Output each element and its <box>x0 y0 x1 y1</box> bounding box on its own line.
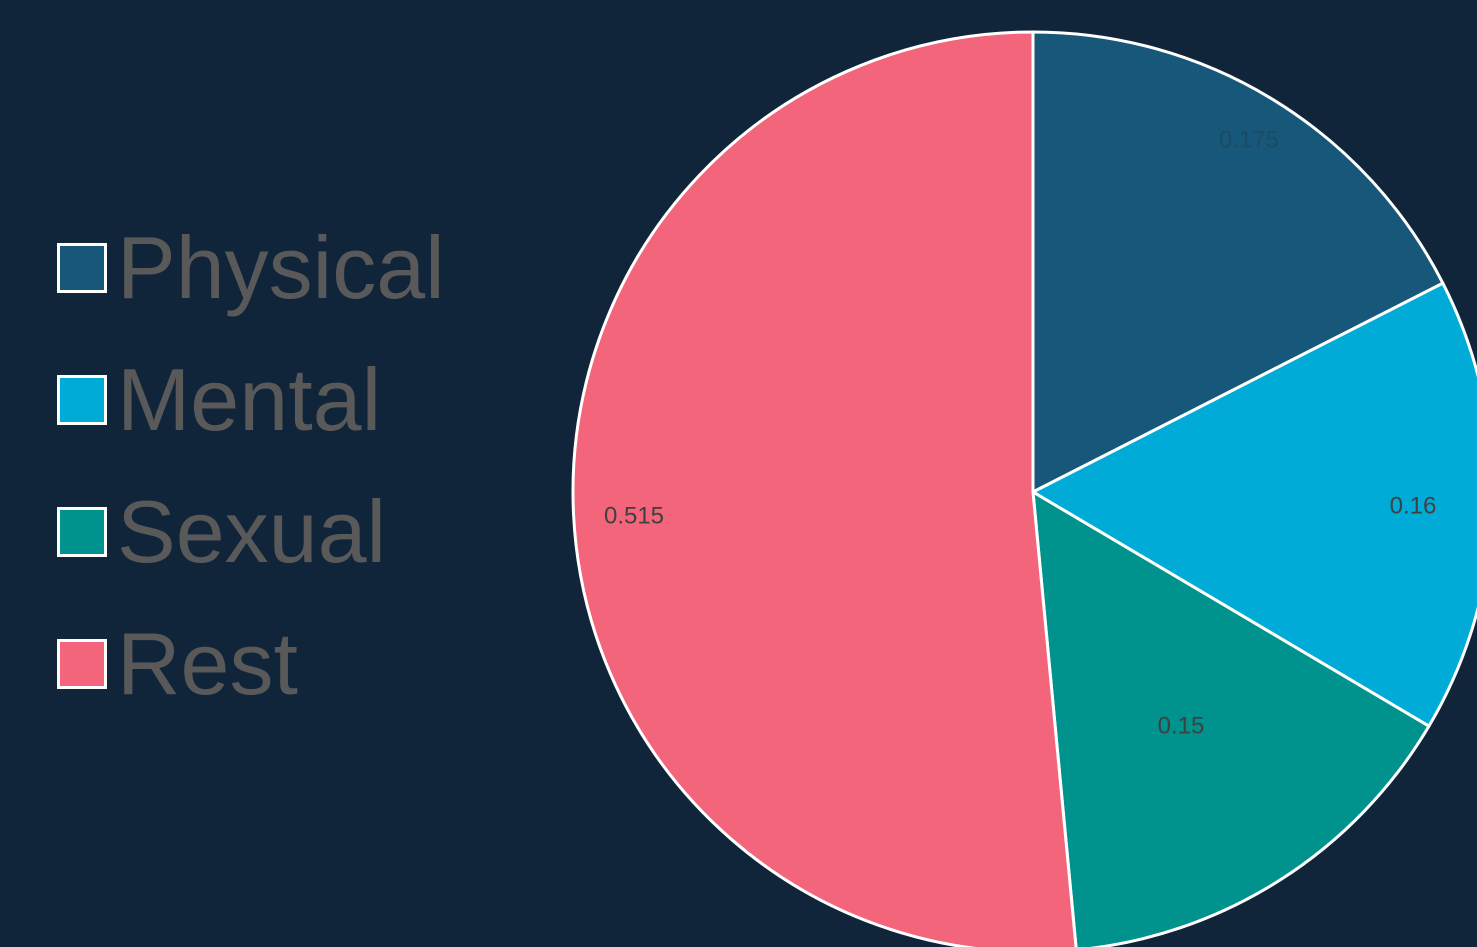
legend: Physical Mental Sexual Rest <box>57 202 445 730</box>
legend-swatch-physical <box>57 243 107 293</box>
legend-item-mental: Mental <box>57 334 445 466</box>
data-label-sexual: 0.15 <box>1158 712 1205 739</box>
pie-slice-mental <box>1031 281 1477 728</box>
legend-label-mental: Mental <box>117 350 382 449</box>
legend-label-sexual: Sexual <box>117 482 387 581</box>
pie-slice-rest <box>571 30 1078 947</box>
legend-swatch-sexual <box>57 507 107 557</box>
data-label-rest: 0.515 <box>604 502 664 529</box>
data-label-mental: 0.16 <box>1390 492 1437 519</box>
legend-item-rest: Rest <box>57 598 445 730</box>
legend-label-rest: Rest <box>117 614 298 713</box>
legend-item-physical: Physical <box>57 202 445 334</box>
legend-swatch-rest <box>57 639 107 689</box>
legend-item-sexual: Sexual <box>57 466 445 598</box>
pie-slice-sexual <box>1031 490 1431 947</box>
data-label-physical: 0.175 <box>1219 126 1279 153</box>
legend-swatch-mental <box>57 375 107 425</box>
pie-slice-physical <box>1031 30 1445 494</box>
legend-label-physical: Physical <box>117 218 445 317</box>
